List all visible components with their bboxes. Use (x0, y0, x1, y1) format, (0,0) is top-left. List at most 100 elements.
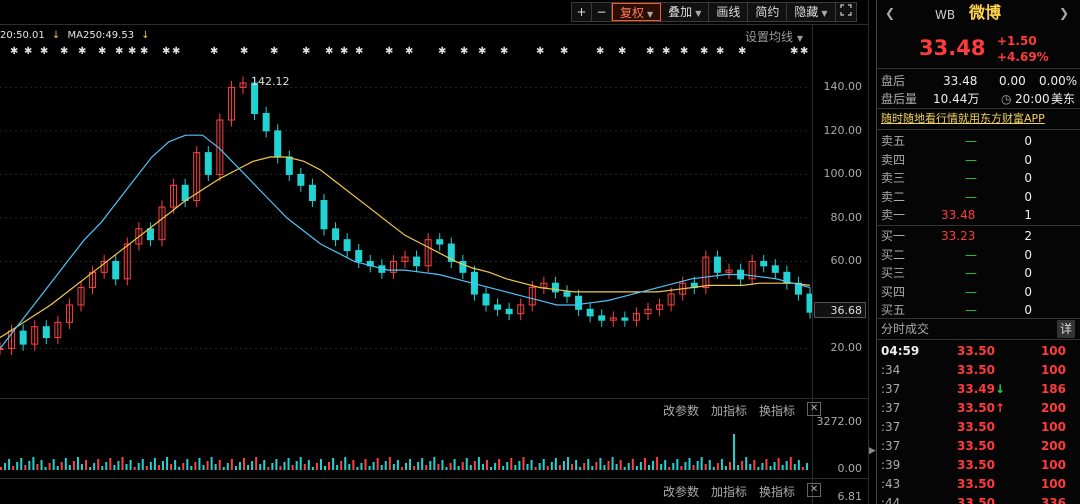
event-marker-icon[interactable]: ✱ (78, 46, 87, 57)
tick-time: :37 (881, 401, 901, 415)
volume-bar (461, 462, 464, 470)
event-marker-icon[interactable]: ✱ (500, 46, 509, 57)
event-marker-icon[interactable]: ✱ (270, 46, 279, 57)
divider (877, 225, 1080, 226)
event-marker-icon[interactable]: ✱ (662, 46, 671, 57)
event-marker-icon[interactable]: ✱ (560, 46, 569, 57)
draw-line-button[interactable]: 画线 (709, 3, 749, 21)
change-params-button[interactable]: 改参数 (663, 485, 700, 499)
volume-bar (627, 463, 630, 470)
event-marker-icon[interactable]: ✱ (98, 46, 107, 57)
ticks-detail-button[interactable]: 详 (1057, 320, 1075, 338)
zoom-in-button[interactable]: + (572, 3, 592, 21)
event-marker-icon[interactable]: ✱ (172, 46, 181, 57)
chevron-left-icon[interactable]: ❮ (885, 6, 896, 20)
event-marker-icon[interactable]: ✱ (115, 46, 124, 57)
candle-body (0, 347, 4, 350)
event-marker-icon[interactable]: ✱ (596, 46, 605, 57)
hide-dropdown[interactable]: 隐藏 ▼ (787, 3, 836, 21)
event-marker-icon[interactable]: ✱ (140, 46, 149, 57)
add-indicator-button[interactable]: 加指标 (711, 485, 748, 499)
volume-bar (356, 467, 359, 470)
volume-bar (409, 459, 412, 470)
volume-bar (643, 458, 646, 470)
event-marker-icon[interactable]: ✱ (536, 46, 545, 57)
event-marker-icon[interactable]: ✱ (680, 46, 689, 57)
simple-mode-button[interactable]: 简约 (748, 3, 788, 21)
volume-bar (781, 465, 784, 470)
collapse-panel-icon[interactable]: ▶ (869, 446, 876, 456)
event-marker-icon[interactable]: ✱ (162, 46, 171, 57)
event-marker-icon[interactable]: ✱ (738, 46, 747, 57)
bid-volume: 0 (1024, 266, 1032, 281)
event-marker-icon[interactable]: ✱ (24, 46, 33, 57)
volume-bar (534, 467, 537, 470)
volume-bar (380, 465, 383, 470)
close-icon[interactable]: ✕ (807, 402, 822, 416)
event-marker-icon[interactable]: ✱ (800, 46, 809, 57)
event-marker-icon[interactable]: ✱ (40, 46, 49, 57)
volume-bar (498, 459, 501, 470)
price-axis-tick: 20.00 (830, 341, 863, 355)
volume-bar (668, 467, 671, 470)
overlay-dropdown[interactable]: 叠加 ▼ (661, 3, 710, 21)
event-marker-icon[interactable]: ✱ (240, 46, 249, 57)
event-marker-icon[interactable]: ✱ (385, 46, 394, 57)
event-marker-icon[interactable]: ✱ (716, 46, 725, 57)
volume-bar (271, 463, 274, 470)
event-marker-icon[interactable]: ✱ (460, 46, 469, 57)
price-chart[interactable] (0, 58, 812, 398)
event-marker-icon[interactable]: ✱ (478, 46, 487, 57)
zoom-out-button[interactable]: − (592, 3, 612, 21)
event-marker-icon[interactable]: ✱ (438, 46, 447, 57)
ma-legend: 20:50.01 ↓ MA250:49.53 ↓ (0, 30, 154, 41)
event-marker-icon[interactable]: ✱ (210, 46, 219, 57)
event-marker-icon[interactable]: ✱ (325, 46, 334, 57)
bid-price: 33.23 (941, 229, 976, 243)
event-marker-icon[interactable]: ✱ (355, 46, 364, 57)
event-marker-icon[interactable]: ✱ (60, 46, 69, 57)
restore-rights-dropdown[interactable]: 复权 ▼ (612, 3, 662, 21)
event-marker-icon[interactable]: ✱ (302, 46, 311, 57)
volume-bar (214, 464, 217, 470)
volume-bar (157, 465, 160, 470)
volume-bar (486, 460, 488, 470)
promo-link[interactable]: 随时随地看行情就用东方财富APP (881, 112, 1045, 125)
chevron-right-icon[interactable]: ❯ (1059, 6, 1070, 20)
candle-body (204, 152, 212, 175)
volume-bar (433, 457, 436, 470)
event-marker-icon[interactable]: ✱ (618, 46, 627, 57)
volume-bar (12, 466, 15, 470)
volume-bar (660, 464, 663, 470)
candle-body (297, 173, 305, 186)
ma-settings-dropdown[interactable]: 设置均线 ▼ (745, 28, 803, 45)
event-marker-icon[interactable]: ✱ (646, 46, 655, 57)
volume-chart[interactable] (0, 420, 812, 476)
volume-bar (166, 457, 169, 470)
after-hours-volume: 10.44万 (933, 92, 980, 106)
event-marker-icon[interactable]: ✱ (405, 46, 414, 57)
switch-indicator-button[interactable]: 换指标 (759, 485, 796, 499)
tick-time: 04:59 (881, 344, 920, 358)
volume-bar (546, 466, 549, 470)
event-marker-icon[interactable]: ✱ (128, 46, 137, 57)
volume-bar (558, 465, 561, 470)
event-marker-icon[interactable]: ✱ (340, 46, 349, 57)
switch-indicator-button[interactable]: 换指标 (759, 404, 796, 418)
close-icon[interactable]: ✕ (807, 483, 822, 497)
volume-bar (315, 463, 318, 470)
change-params-button[interactable]: 改参数 (663, 404, 700, 418)
event-marker-icon[interactable]: ✱ (10, 46, 19, 57)
ma250-label: MA250:49.53 (67, 30, 135, 41)
sub-panel-2-controls: 改参数 加指标 换指标 ✕ (663, 483, 822, 500)
candle-body (320, 200, 328, 230)
event-marker-icon[interactable]: ✱ (700, 46, 709, 57)
event-marker-icon[interactable]: ✱ (790, 46, 799, 57)
fullscreen-icon[interactable] (836, 3, 856, 21)
volume-bar (117, 461, 120, 470)
tick-time: :39 (881, 458, 901, 472)
add-indicator-button[interactable]: 加指标 (711, 404, 748, 418)
bid-price: — (965, 303, 977, 318)
moving-average-line (0, 134, 811, 349)
ask-volume: 0 (1024, 189, 1032, 204)
